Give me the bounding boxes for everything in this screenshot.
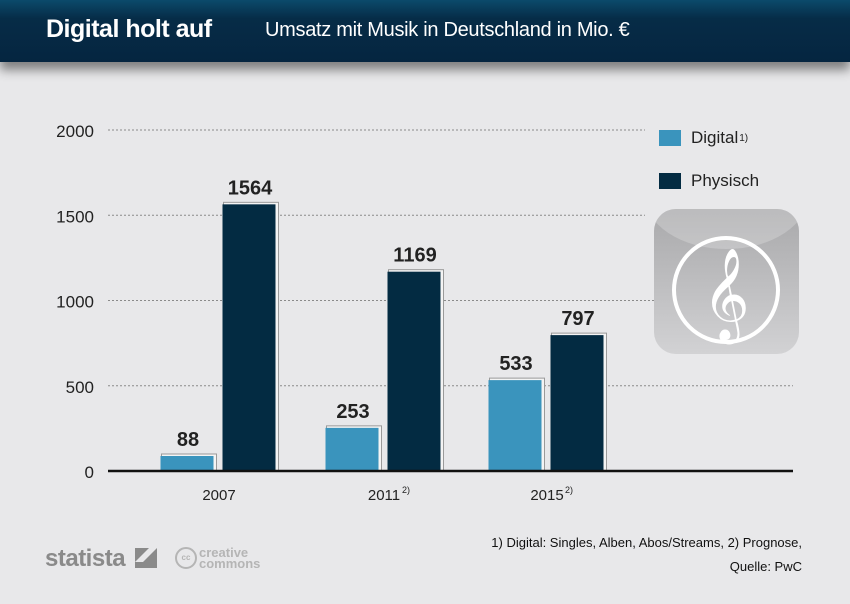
footnote: 1) Digital: Singles, Alben, Abos/Streams…: [491, 531, 802, 579]
legend-swatch-physisch: [659, 173, 681, 189]
y-tick-label: 500: [66, 378, 94, 397]
data-label: 797: [561, 308, 594, 330]
bar-physisch: [387, 271, 441, 471]
creative-commons-logo: cc creative commons: [175, 545, 261, 571]
chart-title: Digital holt auf: [46, 15, 212, 43]
data-label: 1169: [393, 245, 436, 267]
bar-physisch: [550, 335, 604, 471]
statista-wordmark: statista: [45, 545, 126, 572]
source-line: Quelle: PwC: [729, 559, 802, 574]
legend-item-physisch: Physisch: [659, 171, 759, 191]
cc-icon: cc: [175, 547, 197, 569]
x-tick-label: 2015: [530, 487, 563, 504]
y-tick-label: 0: [85, 463, 94, 482]
x-tick-superscript: 2): [565, 485, 573, 495]
cc-text-commons: commons: [199, 556, 261, 571]
cc-text-creative: creative: [199, 545, 249, 560]
legend-label-digital: Digital: [691, 128, 739, 147]
chart-subtitle: Umsatz mit Musik in Deutschland in Mio. …: [265, 19, 630, 41]
x-tick-label: 2007: [202, 487, 235, 504]
header-bar: Digital holt auf Umsatz mit Musik in Deu…: [0, 0, 850, 62]
y-tick-label: 1000: [56, 293, 94, 312]
y-tick-label: 2000: [56, 122, 94, 141]
svg-text:𝄞: 𝄞: [702, 247, 749, 344]
footnote-line-1: 1) Digital: Singles, Alben, Abos/Streams…: [491, 535, 802, 550]
treble-clef-icon: 𝄞: [672, 236, 780, 344]
data-label: 253: [336, 401, 369, 423]
legend-item-digital: Digital 1): [659, 128, 748, 148]
legend-swatch-digital: [659, 130, 681, 146]
statista-logo: statista: [45, 545, 158, 573]
bar-physisch: [222, 204, 276, 471]
x-tick-label: 2011: [368, 487, 400, 504]
data-label: 1564: [228, 177, 273, 199]
music-app-icon: 𝄞: [654, 209, 799, 354]
statista-mark-icon: [135, 548, 158, 568]
y-tick-label: 1500: [56, 207, 94, 226]
legend-label-physisch: Physisch: [691, 171, 760, 190]
bar-digital: [325, 427, 379, 471]
bar-digital: [160, 455, 214, 471]
bar-digital: [488, 380, 542, 471]
x-tick-superscript: 2): [402, 485, 410, 495]
data-label: 533: [499, 353, 532, 375]
legend-sup-digital: 1): [739, 132, 749, 144]
data-label: 88: [177, 429, 199, 451]
